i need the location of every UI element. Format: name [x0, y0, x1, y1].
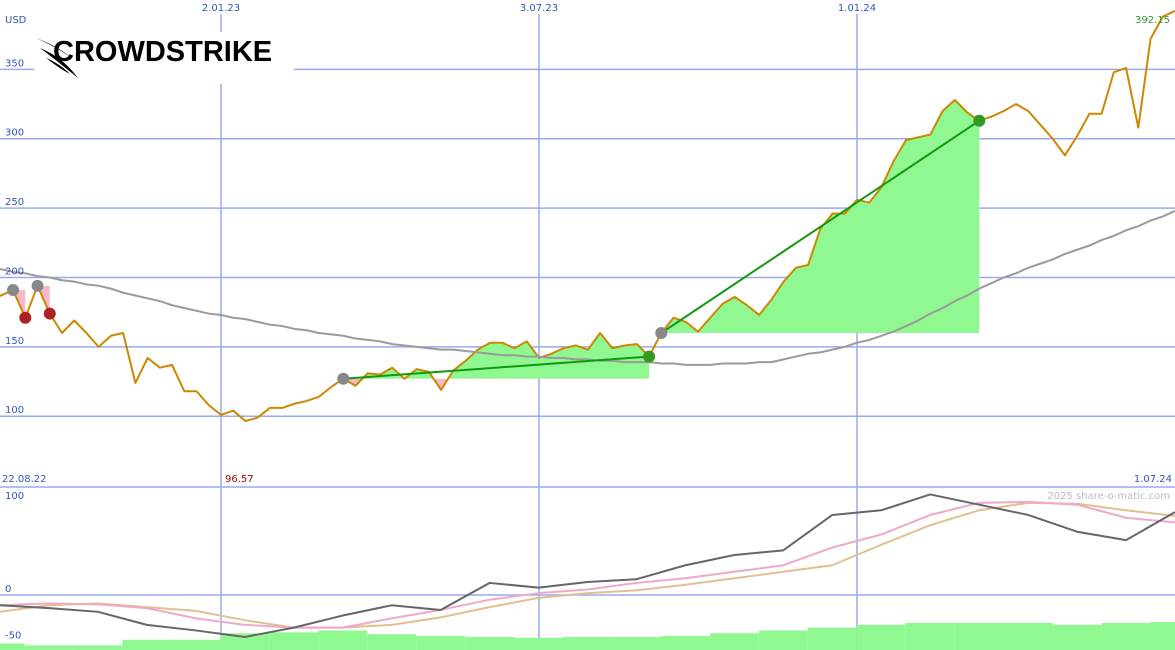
start-date-label: 22.08.22 — [2, 474, 47, 485]
series-line — [0, 493, 1175, 638]
signal-fill-up — [661, 99, 980, 333]
line-layer — [0, 9, 1175, 638]
bar — [514, 637, 564, 650]
bar — [1101, 622, 1151, 650]
bar — [0, 643, 25, 650]
signal-start-marker — [31, 279, 44, 292]
logo-text: CROWDSTRIKE — [53, 36, 272, 68]
signal-end-marker — [643, 350, 656, 363]
bar — [171, 639, 221, 650]
bar — [905, 622, 955, 650]
bar — [367, 634, 417, 650]
y-tick-label: 200 — [5, 266, 24, 277]
bar — [220, 633, 270, 650]
bar — [856, 624, 906, 650]
bar — [465, 636, 515, 650]
bar — [24, 645, 74, 650]
signal-start-marker — [7, 283, 20, 296]
bar — [73, 645, 123, 650]
y-tick-label: 100 — [5, 405, 24, 416]
bar — [122, 639, 172, 650]
x-tick-label: 2.01.23 — [202, 3, 240, 14]
bar — [318, 630, 368, 650]
bar — [1003, 622, 1053, 650]
bar — [269, 632, 319, 650]
bar — [807, 627, 857, 650]
bar — [416, 636, 466, 650]
grid-layer — [0, 14, 1175, 650]
trend-line — [343, 355, 650, 380]
y-tick-label: 300 — [5, 128, 24, 139]
logo-icon — [36, 38, 78, 78]
signal-start-marker — [655, 326, 668, 339]
signal-end-marker — [19, 311, 32, 324]
logo-background — [34, 32, 294, 84]
y-tick-label: 150 — [5, 336, 24, 347]
y-tick-label: 0 — [5, 584, 11, 595]
y-tick-label: 250 — [5, 197, 24, 208]
unit-label: USD — [5, 15, 27, 26]
series-line — [0, 209, 1175, 366]
last-value: 392.15 — [1135, 15, 1170, 26]
signal-end-marker — [43, 307, 56, 320]
y-tick-label: -50 — [5, 631, 21, 642]
signal-start-marker — [337, 372, 350, 385]
y-tick-label: 100 — [5, 491, 24, 502]
series-line — [0, 501, 1175, 629]
bar — [563, 636, 612, 650]
bar — [1052, 624, 1102, 650]
bar — [709, 633, 759, 650]
y-tick-label: 350 — [5, 58, 24, 69]
bar — [954, 622, 1004, 650]
trend-line — [660, 119, 980, 334]
signal-end-marker — [973, 114, 986, 127]
bar — [660, 636, 710, 650]
low-value: 96.57 — [225, 474, 254, 485]
bar — [758, 630, 808, 650]
x-tick-label: 3.07.23 — [520, 3, 558, 14]
series-line — [0, 500, 1175, 629]
top-layer: CROWDSTRIKE USD 392.15 96.57 2025 share-… — [2, 3, 1172, 642]
bar — [1150, 622, 1175, 650]
watermark: 2025 share-o-matic.com — [1047, 491, 1170, 502]
bar — [611, 636, 661, 650]
end-date-label: 1.07.24 — [1134, 474, 1172, 485]
x-tick-label: 1.01.24 — [838, 3, 876, 14]
